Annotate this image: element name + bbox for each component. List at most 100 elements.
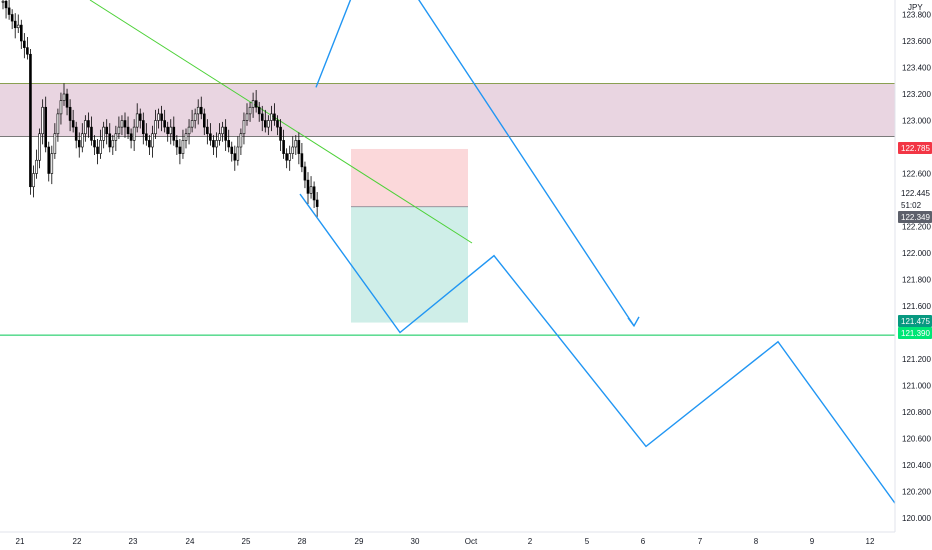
candle-body bbox=[282, 140, 285, 154]
candle-body bbox=[233, 153, 237, 161]
price-tick-label: 120.200 bbox=[902, 488, 931, 497]
candle-body bbox=[4, 0, 8, 9]
time-tick-label: 9 bbox=[810, 537, 815, 546]
time-tick-label: 7 bbox=[698, 537, 703, 546]
price-tick-label: 122.000 bbox=[902, 249, 931, 258]
price-tick-label: 121.600 bbox=[902, 302, 931, 311]
candle-body bbox=[84, 120, 87, 135]
candle-body bbox=[120, 120, 124, 128]
price-tick-label: 120.800 bbox=[902, 408, 931, 417]
time-tick-label: 21 bbox=[16, 537, 25, 546]
candle-body bbox=[166, 126, 169, 135]
candle-body bbox=[77, 140, 81, 148]
time-tick-label: 8 bbox=[754, 537, 759, 546]
price-badge-label: 122.349 bbox=[901, 213, 930, 222]
candle-body bbox=[273, 113, 276, 121]
candle-body bbox=[230, 146, 234, 154]
candle-body bbox=[245, 113, 249, 121]
candle-body bbox=[163, 120, 166, 128]
candle-body bbox=[276, 120, 279, 128]
candle-body bbox=[248, 106, 252, 115]
candle-body bbox=[1, 0, 5, 3]
time-tick-label: 23 bbox=[129, 537, 138, 546]
forecast-arrow-head bbox=[627, 316, 640, 328]
price-tick-label: 123.400 bbox=[902, 64, 931, 73]
time-tick-label: 5 bbox=[585, 537, 590, 546]
candle-body bbox=[56, 113, 60, 135]
time-tick-label: Oct bbox=[465, 537, 478, 546]
candle-body bbox=[203, 113, 206, 128]
candle-body bbox=[270, 113, 273, 121]
candle-body bbox=[19, 24, 23, 42]
candlestick-series bbox=[1, 0, 319, 218]
candle-body bbox=[267, 120, 270, 128]
candle-body bbox=[199, 106, 203, 115]
candle-body bbox=[59, 100, 63, 115]
candle-body bbox=[142, 120, 145, 135]
candle-body bbox=[279, 126, 282, 141]
candle-body bbox=[181, 140, 185, 154]
price-tick-label: 123.800 bbox=[902, 11, 931, 20]
candle-body bbox=[306, 179, 310, 194]
position-stop-zone bbox=[351, 148, 468, 207]
trendline bbox=[89, 0, 473, 244]
candle-body bbox=[71, 120, 75, 128]
price-tick-label: 120.400 bbox=[902, 461, 931, 470]
price-badge-label: 51:02 bbox=[901, 201, 922, 210]
resistance-zone bbox=[0, 83, 895, 137]
candle-body bbox=[99, 140, 102, 154]
candle-body bbox=[184, 133, 188, 141]
candle-body bbox=[117, 126, 121, 135]
candle-body bbox=[96, 146, 99, 154]
time-tick-label: 25 bbox=[242, 537, 251, 546]
candle-body bbox=[187, 126, 191, 135]
candle-body bbox=[160, 113, 163, 121]
candle-body bbox=[215, 140, 218, 148]
candle-body bbox=[29, 53, 32, 188]
candle-body bbox=[87, 120, 90, 128]
price-tick-label: 123.000 bbox=[902, 117, 931, 126]
price-badge-label: 121.390 bbox=[901, 329, 930, 338]
price-axis-background bbox=[895, 0, 932, 550]
candle-body bbox=[221, 126, 224, 135]
price-tick-label: 121.200 bbox=[902, 355, 931, 364]
candle-body bbox=[81, 133, 84, 148]
candle-body bbox=[242, 120, 246, 135]
candle-body bbox=[148, 140, 151, 148]
candle-body bbox=[315, 199, 319, 207]
price-tick-label: 122.600 bbox=[902, 170, 931, 179]
candle-body bbox=[196, 106, 200, 115]
candle-body bbox=[35, 159, 38, 174]
candle-body bbox=[44, 106, 48, 148]
candle-body bbox=[209, 133, 212, 141]
candle-body bbox=[236, 146, 240, 161]
time-tick-label: 22 bbox=[73, 537, 82, 546]
candle-body bbox=[309, 186, 313, 194]
price-badge-label: 122.785 bbox=[901, 144, 930, 153]
price-badge-label: 121.475 bbox=[901, 317, 930, 326]
candle-body bbox=[65, 93, 69, 108]
price-tick-label: 120.600 bbox=[902, 435, 931, 444]
price-badge bbox=[898, 142, 932, 154]
time-tick-label: 28 bbox=[298, 537, 307, 546]
candle-body bbox=[151, 133, 154, 148]
candle-body bbox=[13, 20, 17, 29]
candle-body bbox=[53, 133, 57, 154]
candle-body bbox=[47, 146, 51, 174]
candle-body bbox=[172, 126, 176, 141]
position-target-zone bbox=[351, 206, 468, 323]
candle-body bbox=[257, 106, 261, 115]
candle-body bbox=[169, 126, 173, 135]
candle-body bbox=[111, 140, 115, 148]
time-tick-label: 30 bbox=[411, 537, 420, 546]
time-tick-label: 29 bbox=[355, 537, 364, 546]
candle-body bbox=[32, 173, 35, 188]
candle-body bbox=[62, 93, 66, 101]
candle-body bbox=[157, 113, 160, 121]
candle-body bbox=[154, 120, 157, 135]
candle-body bbox=[251, 100, 255, 108]
candle-body bbox=[193, 113, 197, 121]
candle-body bbox=[218, 133, 221, 141]
candle-body bbox=[102, 126, 105, 141]
candle-body bbox=[114, 133, 118, 141]
